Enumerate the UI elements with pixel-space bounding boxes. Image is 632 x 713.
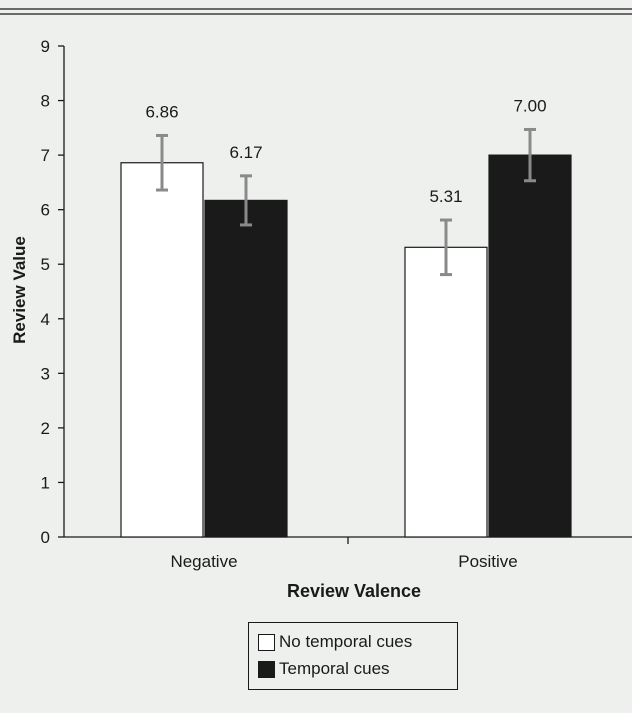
y-tick-label: 1 (41, 473, 50, 492)
legend-swatch-white (258, 633, 275, 651)
legend: No temporal cues Temporal cues (248, 622, 458, 690)
y-tick-label: 2 (41, 419, 50, 438)
y-tick-label: 0 (41, 528, 50, 547)
legend-label: Temporal cues (279, 659, 390, 678)
legend-item-no-temporal: No temporal cues (258, 632, 412, 652)
y-tick-label: 5 (41, 255, 50, 274)
y-axis: 0 1 2 3 4 5 6 7 8 9 (41, 37, 65, 547)
y-tick-label: 3 (41, 364, 50, 383)
y-tick-label: 6 (41, 201, 50, 220)
bar (204, 199, 288, 538)
x-tick-label: Positive (458, 552, 518, 571)
value-labels: 6.86 6.17 5.31 7.00 (145, 96, 546, 206)
x-axis: Negative Positive (64, 536, 632, 571)
value-label: 6.86 (145, 102, 178, 121)
value-label: 7.00 (513, 96, 546, 115)
value-label: 5.31 (429, 187, 462, 206)
bars (120, 154, 572, 538)
x-axis-label: Review Valence (287, 581, 421, 601)
y-axis-label: Review Value (10, 236, 29, 344)
bar (120, 162, 204, 538)
error-bars (156, 127, 536, 277)
legend-item-temporal: Temporal cues (258, 659, 390, 679)
top-rule (0, 8, 632, 10)
x-tick-label: Negative (170, 552, 237, 571)
legend-swatch-black (258, 660, 275, 678)
bar (488, 154, 572, 538)
bar (404, 246, 488, 538)
y-tick-label: 8 (41, 92, 50, 111)
y-tick-label: 4 (41, 310, 50, 329)
y-tick-label: 7 (41, 146, 50, 165)
legend-label: No temporal cues (279, 632, 413, 651)
y-tick-label: 9 (41, 37, 50, 56)
value-label: 6.17 (229, 143, 262, 162)
top-rule-2 (0, 13, 632, 15)
bar-chart: 0 1 2 3 4 5 6 7 8 9 Negative Positive 6.86 6.17 5.31… (10, 37, 632, 601)
